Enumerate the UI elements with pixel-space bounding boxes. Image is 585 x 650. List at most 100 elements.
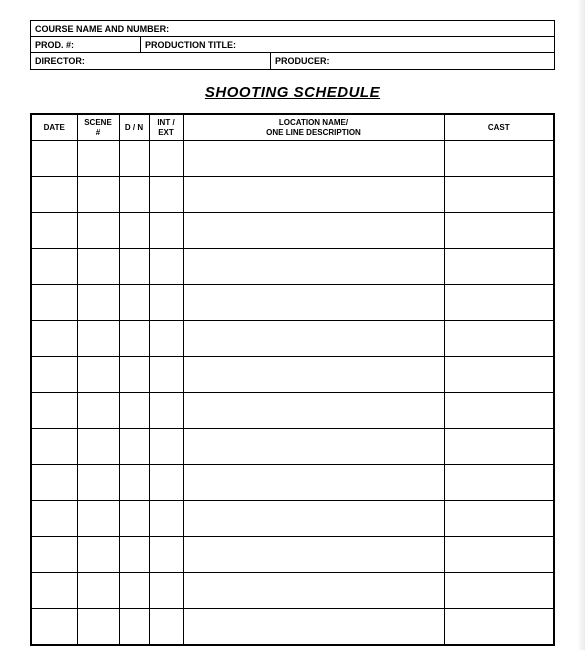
cell-intext[interactable] — [149, 429, 183, 465]
cell-scene[interactable] — [77, 609, 119, 645]
cell-dn[interactable] — [119, 285, 149, 321]
cell-scene[interactable] — [77, 249, 119, 285]
cell-cast[interactable] — [444, 177, 554, 213]
cell-cast[interactable] — [444, 321, 554, 357]
cell-dn[interactable] — [119, 177, 149, 213]
producer-label: PRODUCER: — [271, 53, 554, 69]
cell-location[interactable] — [183, 609, 444, 645]
table-row — [31, 537, 554, 573]
cell-cast[interactable] — [444, 465, 554, 501]
cell-location[interactable] — [183, 141, 444, 177]
cell-cast[interactable] — [444, 609, 554, 645]
cell-date[interactable] — [31, 393, 77, 429]
cell-scene[interactable] — [77, 357, 119, 393]
cell-scene[interactable] — [77, 213, 119, 249]
cell-location[interactable] — [183, 393, 444, 429]
cell-dn[interactable] — [119, 213, 149, 249]
cell-intext[interactable] — [149, 501, 183, 537]
cell-date[interactable] — [31, 285, 77, 321]
cell-cast[interactable] — [444, 573, 554, 609]
cell-dn[interactable] — [119, 465, 149, 501]
cell-cast[interactable] — [444, 429, 554, 465]
cell-location[interactable] — [183, 249, 444, 285]
cell-intext[interactable] — [149, 537, 183, 573]
cell-scene[interactable] — [77, 501, 119, 537]
cell-cast[interactable] — [444, 213, 554, 249]
cell-cast[interactable] — [444, 537, 554, 573]
cell-scene[interactable] — [77, 465, 119, 501]
cell-scene[interactable] — [77, 177, 119, 213]
cell-date[interactable] — [31, 537, 77, 573]
header-row-prod: PROD. #: PRODUCTION TITLE: — [31, 37, 554, 53]
cell-dn[interactable] — [119, 321, 149, 357]
cell-date[interactable] — [31, 429, 77, 465]
cell-scene[interactable] — [77, 573, 119, 609]
course-label: COURSE NAME AND NUMBER: — [31, 21, 554, 36]
cell-intext[interactable] — [149, 321, 183, 357]
cell-cast[interactable] — [444, 249, 554, 285]
cell-scene[interactable] — [77, 285, 119, 321]
cell-dn[interactable] — [119, 537, 149, 573]
cell-intext[interactable] — [149, 141, 183, 177]
col-header-scene-l2: # — [96, 128, 100, 137]
cell-date[interactable] — [31, 321, 77, 357]
cell-cast[interactable] — [444, 357, 554, 393]
cell-location[interactable] — [183, 465, 444, 501]
cell-date[interactable] — [31, 465, 77, 501]
cell-scene[interactable] — [77, 141, 119, 177]
cell-cast[interactable] — [444, 393, 554, 429]
cell-location[interactable] — [183, 213, 444, 249]
cell-date[interactable] — [31, 501, 77, 537]
cell-scene[interactable] — [77, 321, 119, 357]
cell-intext[interactable] — [149, 573, 183, 609]
cell-intext[interactable] — [149, 393, 183, 429]
cell-intext[interactable] — [149, 609, 183, 645]
prod-title-label: PRODUCTION TITLE: — [141, 37, 554, 52]
col-header-intext-l2: EXT — [158, 128, 174, 137]
cell-location[interactable] — [183, 537, 444, 573]
cell-location[interactable] — [183, 321, 444, 357]
cell-date[interactable] — [31, 213, 77, 249]
header-row-course: COURSE NAME AND NUMBER: — [31, 21, 554, 37]
col-header-intext: INT / EXT — [149, 114, 183, 141]
cell-location[interactable] — [183, 285, 444, 321]
cell-date[interactable] — [31, 609, 77, 645]
col-header-dn-l1: D / N — [125, 123, 143, 132]
cell-dn[interactable] — [119, 573, 149, 609]
cell-date[interactable] — [31, 573, 77, 609]
cell-dn[interactable] — [119, 393, 149, 429]
cell-dn[interactable] — [119, 141, 149, 177]
cell-intext[interactable] — [149, 465, 183, 501]
col-header-cast: CAST — [444, 114, 554, 141]
cell-intext[interactable] — [149, 249, 183, 285]
cell-cast[interactable] — [444, 141, 554, 177]
cell-dn[interactable] — [119, 357, 149, 393]
cell-location[interactable] — [183, 573, 444, 609]
prod-num-label: PROD. #: — [31, 37, 141, 52]
cell-location[interactable] — [183, 177, 444, 213]
cell-location[interactable] — [183, 429, 444, 465]
cell-cast[interactable] — [444, 285, 554, 321]
cell-scene[interactable] — [77, 429, 119, 465]
cell-intext[interactable] — [149, 177, 183, 213]
cell-dn[interactable] — [119, 249, 149, 285]
cell-scene[interactable] — [77, 537, 119, 573]
cell-date[interactable] — [31, 141, 77, 177]
cell-scene[interactable] — [77, 393, 119, 429]
cell-dn[interactable] — [119, 501, 149, 537]
cell-cast[interactable] — [444, 501, 554, 537]
cell-intext[interactable] — [149, 285, 183, 321]
cell-dn[interactable] — [119, 609, 149, 645]
cell-dn[interactable] — [119, 429, 149, 465]
cell-date[interactable] — [31, 177, 77, 213]
cell-date[interactable] — [31, 357, 77, 393]
table-row — [31, 501, 554, 537]
table-row — [31, 573, 554, 609]
cell-intext[interactable] — [149, 357, 183, 393]
col-header-location-l2: ONE LINE DESCRIPTION — [266, 128, 361, 137]
cell-location[interactable] — [183, 357, 444, 393]
cell-date[interactable] — [31, 249, 77, 285]
table-row — [31, 393, 554, 429]
cell-location[interactable] — [183, 501, 444, 537]
cell-intext[interactable] — [149, 213, 183, 249]
